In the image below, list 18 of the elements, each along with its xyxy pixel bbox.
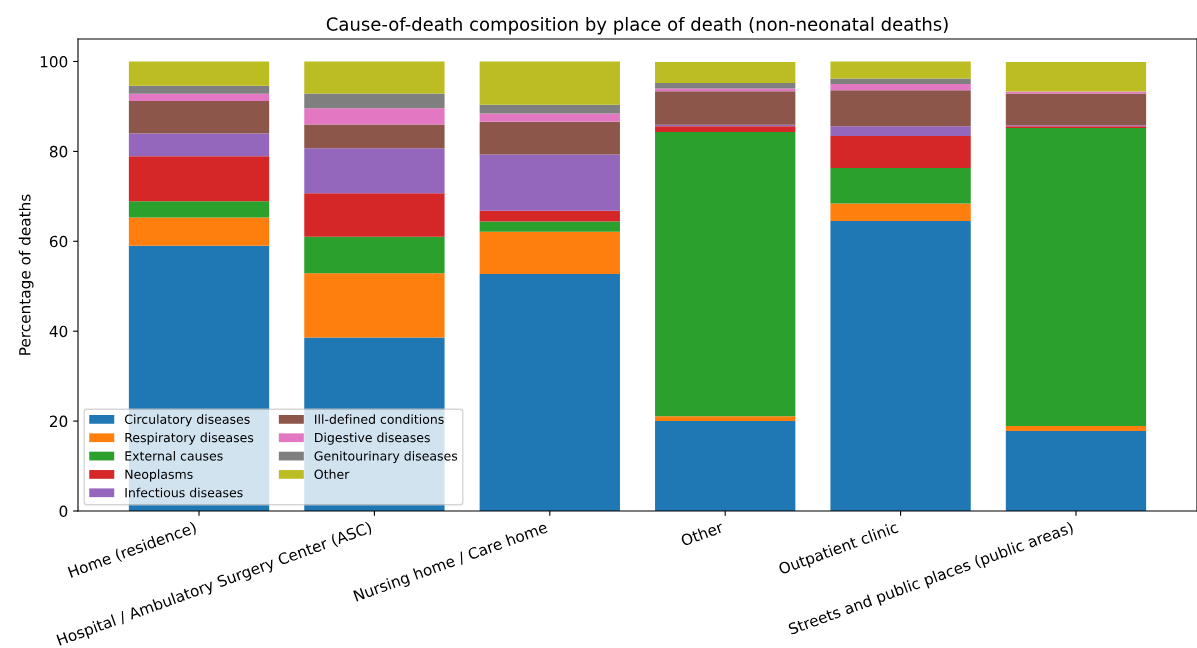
legend-label: Infectious diseases: [125, 487, 243, 498]
y-tick-label: 0: [59, 505, 68, 518]
legend-label: Neoplasms: [125, 469, 193, 482]
y-tick-label: 100: [40, 55, 68, 68]
legend-label: Digestive diseases: [315, 432, 430, 445]
y-axis-title: Percentage of deaths: [18, 194, 34, 355]
y-tick-label: 20: [49, 415, 68, 428]
y-tick-label: 60: [49, 235, 68, 248]
chart-title: Cause-of-death composition by place of death (non-neonatal deaths): [326, 16, 948, 35]
legend-label: External causes: [125, 450, 223, 461]
legend-label: Ill-defined conditions: [315, 414, 444, 424]
legend-label: Other: [314, 469, 350, 479]
y-tick-label: 40: [49, 325, 68, 338]
legend-label: Genitourinary diseases: [314, 450, 458, 464]
legend-label: Circulatory diseases: [124, 414, 250, 427]
legend-label: Respiratory diseases: [125, 432, 254, 445]
x-tick-label: Other: [680, 520, 725, 547]
y-tick-label: 80: [49, 145, 68, 158]
